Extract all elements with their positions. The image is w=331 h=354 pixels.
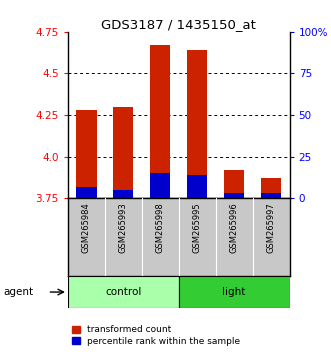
Bar [113, 190, 133, 198]
Bar [187, 50, 208, 198]
FancyBboxPatch shape [179, 276, 290, 308]
Text: GSM265998: GSM265998 [156, 202, 165, 253]
Bar [113, 107, 133, 198]
Text: agent: agent [3, 287, 33, 297]
Text: GSM265996: GSM265996 [230, 202, 239, 253]
Bar [76, 187, 97, 198]
Legend: transformed count, percentile rank within the sample: transformed count, percentile rank withi… [72, 325, 240, 346]
Bar [187, 175, 208, 198]
Bar [150, 173, 170, 198]
Title: GDS3187 / 1435150_at: GDS3187 / 1435150_at [101, 18, 256, 31]
Bar [261, 193, 281, 198]
Bar [224, 170, 244, 198]
Bar [224, 193, 244, 198]
Text: GSM265995: GSM265995 [193, 202, 202, 253]
Text: GSM265984: GSM265984 [82, 202, 91, 253]
Text: light: light [222, 287, 246, 297]
Text: GSM265993: GSM265993 [119, 202, 128, 253]
Bar [76, 110, 97, 198]
Text: GSM265997: GSM265997 [267, 202, 276, 253]
Bar [261, 178, 281, 198]
Bar [150, 45, 170, 198]
Text: control: control [105, 287, 141, 297]
FancyBboxPatch shape [68, 276, 179, 308]
